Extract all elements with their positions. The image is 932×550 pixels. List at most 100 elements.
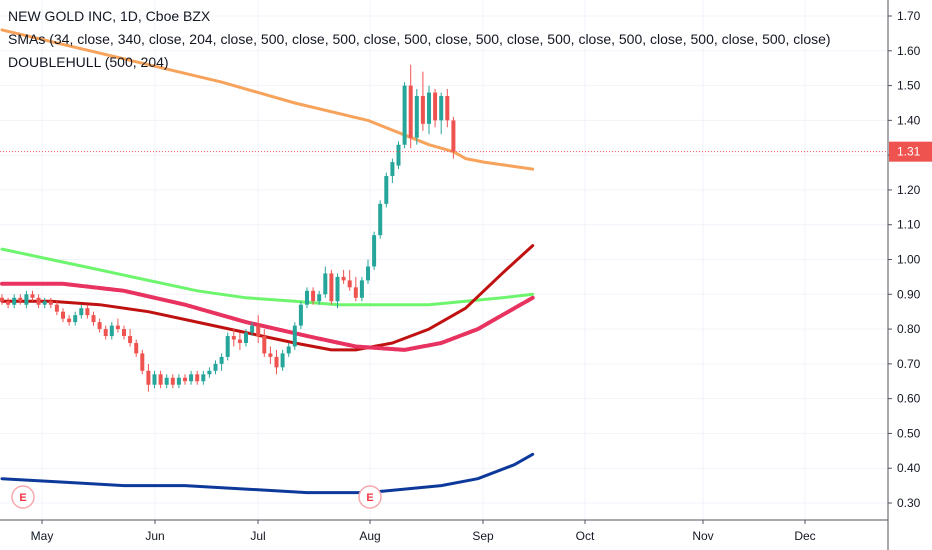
candle-body[interactable]	[408, 85, 413, 138]
earnings-event-icon[interactable]	[11, 485, 35, 509]
candle-body[interactable]	[207, 370, 212, 375]
candle[interactable]	[366, 259, 370, 284]
candle-body[interactable]	[18, 297, 23, 302]
candle-body[interactable]	[451, 120, 456, 152]
candle-body[interactable]	[256, 325, 261, 337]
candle-body[interactable]	[213, 363, 218, 371]
candle-body[interactable]	[445, 96, 450, 121]
candle[interactable]	[396, 141, 401, 170]
candle[interactable]	[402, 82, 407, 149]
candle-body[interactable]	[30, 294, 35, 298]
candle-body[interactable]	[244, 332, 248, 343]
candle-body[interactable]	[225, 336, 230, 357]
earnings-event-marker[interactable]: E	[358, 485, 382, 509]
candle-body[interactable]	[128, 336, 133, 343]
candle[interactable]	[146, 363, 151, 392]
candle-body[interactable]	[317, 294, 322, 302]
candle[interactable]	[164, 374, 169, 389]
candle-body[interactable]	[280, 353, 285, 368]
candle-body[interactable]	[427, 92, 431, 124]
candle[interactable]	[122, 325, 126, 340]
candle-body[interactable]	[54, 304, 59, 312]
candle[interactable]	[335, 273, 340, 309]
candle[interactable]	[42, 297, 47, 309]
candle[interactable]	[152, 370, 157, 389]
candle[interactable]	[140, 349, 145, 375]
candle[interactable]	[427, 85, 431, 135]
candle-body[interactable]	[152, 374, 157, 385]
candle-body[interactable]	[42, 301, 47, 305]
candle-body[interactable]	[414, 96, 419, 138]
candle-body[interactable]	[274, 356, 279, 368]
candle-body[interactable]	[298, 304, 303, 326]
candle-body[interactable]	[189, 374, 194, 382]
chart-legend-doublehull[interactable]: DOUBLEHULL (500, 204)	[8, 54, 169, 70]
candle[interactable]	[286, 342, 291, 357]
candle[interactable]	[353, 276, 358, 302]
candle-body[interactable]	[347, 280, 352, 288]
candle[interactable]	[262, 329, 267, 357]
candle[interactable]	[109, 322, 114, 340]
candle[interactable]	[439, 92, 444, 135]
candle[interactable]	[341, 269, 346, 284]
candle[interactable]	[0, 294, 4, 305]
candle[interactable]	[280, 349, 285, 371]
candle[interactable]	[298, 301, 303, 330]
candlesticks[interactable]	[0, 64, 456, 392]
candle[interactable]	[225, 332, 230, 361]
candle[interactable]	[317, 290, 322, 305]
candle[interactable]	[445, 89, 450, 128]
candle-body[interactable]	[311, 290, 316, 302]
candle-body[interactable]	[91, 315, 96, 323]
candle-body[interactable]	[0, 297, 4, 302]
candle-body[interactable]	[85, 308, 90, 316]
candle[interactable]	[97, 318, 102, 333]
candle[interactable]	[183, 374, 187, 385]
candle[interactable]	[36, 294, 41, 309]
candle[interactable]	[274, 349, 279, 375]
chart-legend-title[interactable]: NEW GOLD INC, 1D, Cboe BZX	[8, 8, 211, 24]
candle-body[interactable]	[305, 290, 309, 305]
candle-body[interactable]	[250, 325, 255, 333]
candle-body[interactable]	[323, 273, 328, 295]
candle-body[interactable]	[164, 377, 169, 385]
candle[interactable]	[231, 329, 236, 347]
earnings-event-icon[interactable]	[358, 485, 382, 509]
earnings-event-marker[interactable]: E	[11, 485, 35, 509]
candle-body[interactable]	[420, 96, 425, 124]
candle-body[interactable]	[36, 297, 41, 305]
candle-body[interactable]	[390, 162, 395, 177]
candle[interactable]	[384, 172, 389, 208]
candle[interactable]	[91, 311, 96, 326]
candle-body[interactable]	[97, 322, 102, 330]
candle-body[interactable]	[378, 203, 383, 236]
candle[interactable]	[237, 332, 242, 350]
candle-body[interactable]	[195, 374, 200, 382]
candle[interactable]	[201, 370, 206, 385]
candle-body[interactable]	[61, 311, 65, 319]
candle[interactable]	[24, 290, 29, 309]
candle-body[interactable]	[237, 339, 242, 343]
candle-body[interactable]	[372, 235, 377, 267]
candle-body[interactable]	[103, 329, 108, 337]
candle-body[interactable]	[329, 273, 334, 302]
candle-body[interactable]	[353, 287, 358, 298]
candle[interactable]	[292, 322, 297, 350]
candle[interactable]	[189, 370, 194, 385]
candle-body[interactable]	[170, 377, 175, 385]
candle[interactable]	[128, 329, 133, 347]
candle[interactable]	[158, 370, 163, 389]
candle-body[interactable]	[158, 374, 163, 385]
candle-body[interactable]	[341, 276, 346, 281]
candle-body[interactable]	[262, 336, 267, 354]
candle[interactable]	[408, 64, 413, 149]
candle[interactable]	[207, 367, 212, 378]
candle-body[interactable]	[109, 325, 114, 337]
candle[interactable]	[268, 346, 273, 364]
candle[interactable]	[359, 276, 364, 302]
candle[interactable]	[67, 315, 72, 326]
candle-body[interactable]	[67, 318, 72, 323]
candle[interactable]	[250, 322, 255, 337]
candle-body[interactable]	[140, 353, 145, 371]
